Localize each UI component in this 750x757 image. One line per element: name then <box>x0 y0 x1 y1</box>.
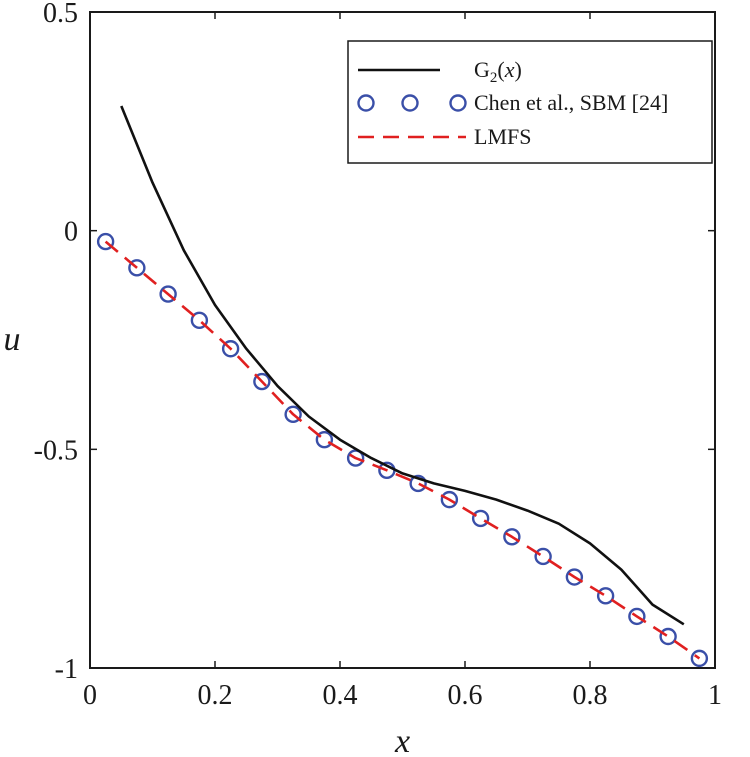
series-layer <box>96 105 709 668</box>
chen-sbm-marker <box>96 232 115 251</box>
series-chen-sbm <box>96 232 709 668</box>
legend-label-g2-rest: (x) <box>497 57 521 82</box>
series-lmfs-line <box>104 240 701 660</box>
legend-label-g2-main: G <box>474 57 490 82</box>
chen-sbm-marker <box>440 490 459 509</box>
chen-sbm-marker <box>659 627 677 646</box>
chen-sbm-marker <box>628 607 646 626</box>
chen-sbm-marker <box>690 649 709 668</box>
plot-frame <box>89 11 716 669</box>
y-tick-label: 0.5 <box>43 0 78 29</box>
chen-sbm-marker <box>471 509 490 528</box>
legend-label-lmfs: LMFS <box>474 124 531 149</box>
series-g2-line <box>120 105 685 626</box>
legend: G2(x) Chen et al., SBM [24] LMFS <box>347 40 713 164</box>
chen-sbm-marker <box>159 285 177 303</box>
x-tick-label: 0.6 <box>448 680 483 711</box>
legend-marker <box>449 94 467 112</box>
chen-sbm-marker <box>128 259 146 277</box>
x-tick-label: 0.2 <box>198 680 233 711</box>
legend-label-g2-subscript: 2 <box>490 70 498 86</box>
chen-sbm-marker <box>503 528 521 546</box>
x-tick-label: 0.8 <box>573 680 608 711</box>
y-tick-label: -1 <box>55 654 78 685</box>
chen-sbm-marker <box>409 474 427 493</box>
ticks-layer: 0 0.2 0.4 0.6 0.8 1 -1 -0.5 0 0.5 <box>34 0 722 711</box>
legend-marker <box>401 94 419 112</box>
chen-sbm-marker <box>315 431 334 449</box>
y-tick-label: -0.5 <box>34 435 78 466</box>
chen-sbm-marker <box>596 587 615 605</box>
x-axis-label: x <box>394 723 410 757</box>
legend-label-chen-sbm: Chen et al., SBM [24] <box>474 90 668 115</box>
legend-swatch-chen-sbm <box>357 94 467 112</box>
chen-sbm-marker <box>346 449 365 467</box>
y-tick-label: 0 <box>64 217 78 248</box>
x-tick-label: 1 <box>708 680 722 711</box>
chen-sbm-marker <box>221 340 240 358</box>
chen-sbm-marker <box>534 547 552 566</box>
chen-sbm-marker <box>190 311 209 330</box>
x-tick-label: 0.4 <box>323 680 358 711</box>
legend-label-g2-var: x <box>504 57 515 82</box>
legend-box <box>347 40 713 164</box>
legend-label-g2: G2(x) <box>474 57 522 86</box>
chen-sbm-marker <box>565 568 584 586</box>
legend-marker <box>357 94 375 112</box>
x-tick-label: 0 <box>83 680 97 711</box>
y-axis-label: u <box>4 321 21 358</box>
chen-sbm-marker <box>253 372 271 391</box>
chen-sbm-marker <box>284 405 302 424</box>
